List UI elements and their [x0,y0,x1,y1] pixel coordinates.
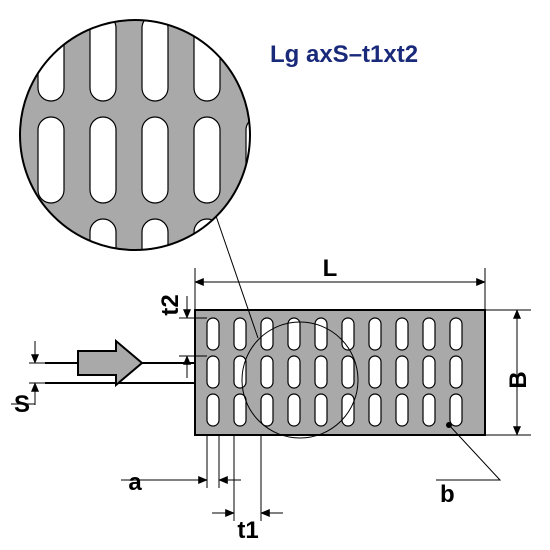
slot [396,394,408,426]
slot [315,318,327,350]
slot [423,356,435,388]
dim-B: B [485,310,532,435]
slot [288,356,300,388]
dim-a: a [121,435,241,496]
slot [342,318,354,350]
slot [450,318,462,350]
dim-t1: t1 [212,435,283,544]
slot [288,394,300,426]
slot [207,394,219,426]
diagram-title: Lg axS–t1xt2 [270,41,418,68]
slot [234,318,246,350]
slot [369,318,381,350]
slot [342,356,354,388]
slot [450,356,462,388]
detail-view [20,15,272,305]
slot [207,318,219,350]
slot [261,394,273,426]
slot [396,318,408,350]
slot [315,356,327,388]
direction-arrow-icon [78,341,142,385]
svg-text:t2: t2 [157,294,184,315]
slot [369,394,381,426]
svg-text:a: a [128,469,142,496]
slot [396,356,408,388]
svg-text:B: B [505,371,532,388]
dim-S: S [11,341,45,418]
slot [234,356,246,388]
slot [423,394,435,426]
slot [369,356,381,388]
slot [261,318,273,350]
slot [450,394,462,426]
svg-text:b: b [440,481,455,508]
svg-text:t1: t1 [237,517,258,544]
slot [315,394,327,426]
slot [423,318,435,350]
sheet [195,310,485,435]
slot [261,356,273,388]
svg-text:S: S [14,391,30,418]
slot [207,356,219,388]
slot [342,394,354,426]
slot [234,394,246,426]
svg-text:L: L [323,255,338,282]
